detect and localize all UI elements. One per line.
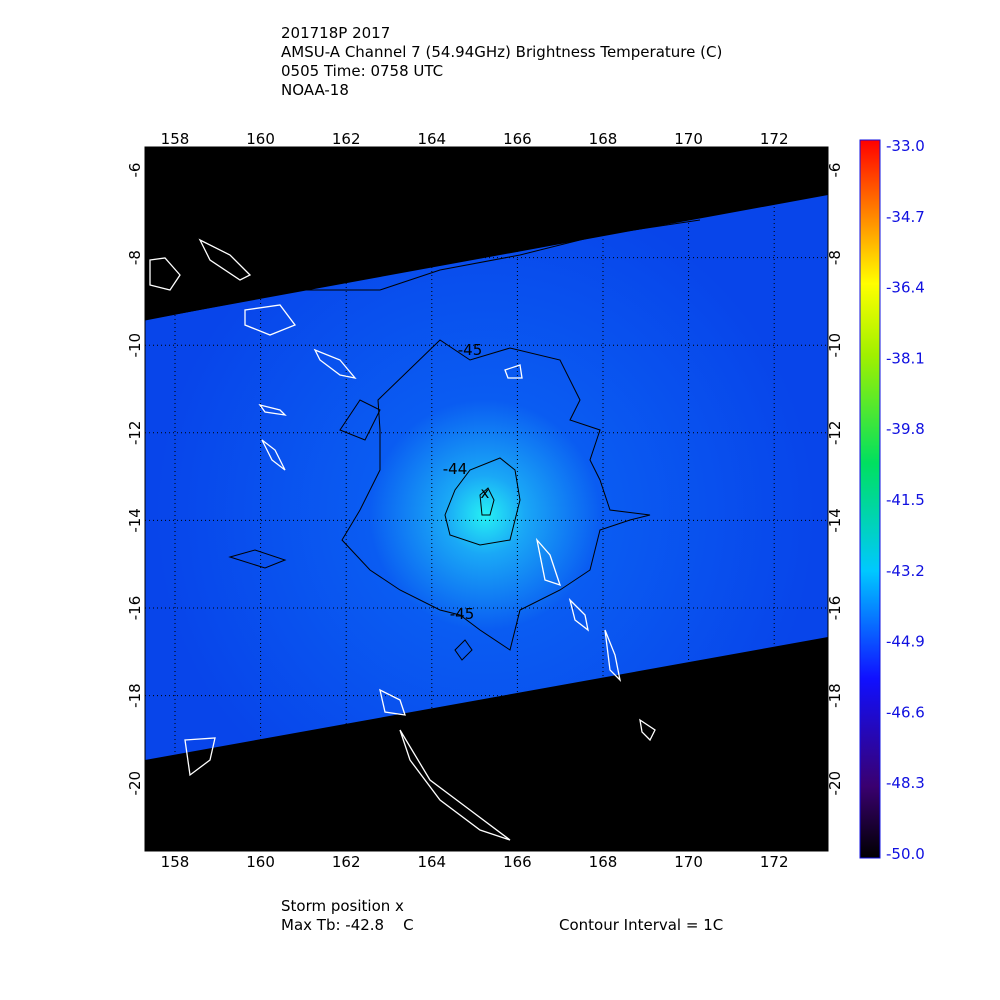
colorbar-label: -46.6	[886, 703, 925, 721]
map-labels: 158 158 160 160 162 162 164 164 166 166 168 168 170 1…	[126, 130, 844, 871]
colorbar-label: -33.0	[886, 137, 925, 155]
lon-label-top: 158	[161, 130, 190, 148]
lat-label-left: -14	[126, 508, 144, 533]
lon-label-top: 172	[760, 130, 789, 148]
colorbar-label: -48.3	[886, 774, 925, 792]
lat-label-right: -14	[826, 508, 844, 533]
contour-interval: Contour Interval = 1C	[559, 916, 723, 934]
lon-label-bottom: 168	[589, 853, 618, 871]
contour-label: -45	[450, 605, 475, 623]
colorbar	[859, 139, 881, 859]
lat-label-right: -18	[826, 683, 844, 708]
lon-label-top: 162	[332, 130, 361, 148]
header-line: AMSU-A Channel 7 (54.94GHz) Brightness T…	[281, 43, 722, 61]
colorbar-labels: -33.0 -34.7 -36.4 -38.1 -39.8 -41.5 -43.2 -44.9…	[886, 137, 925, 863]
lon-label-top: 160	[246, 130, 275, 148]
colorbar-label: -43.2	[886, 562, 925, 580]
lat-label-right: -10	[826, 333, 844, 358]
lon-label-bottom: 162	[332, 853, 361, 871]
header-line: 201718P 2017	[281, 24, 390, 42]
max-tb: Max Tb: -42.8 C	[281, 916, 414, 934]
lon-label-bottom: 164	[417, 853, 446, 871]
lon-label-bottom: 170	[674, 853, 703, 871]
colorbar-label: -39.8	[886, 420, 925, 438]
lon-label-top: 166	[503, 130, 532, 148]
colorbar-label: -44.9	[886, 633, 925, 651]
colorbar-label: -41.5	[886, 491, 925, 509]
lat-label-right: -16	[826, 596, 844, 621]
lon-label-bottom: 158	[161, 853, 190, 871]
data-swath	[145, 195, 828, 760]
storm-marker: x	[481, 484, 490, 502]
lon-label-top: 168	[589, 130, 618, 148]
lon-label-top: 164	[417, 130, 446, 148]
lat-label-left: -8	[126, 250, 144, 265]
lat-label-right: -6	[826, 163, 844, 178]
header-line: 0505 Time: 0758 UTC	[281, 62, 443, 80]
colorbar-label: -36.4	[886, 279, 925, 297]
graticule	[145, 147, 828, 851]
contour-label: -45	[458, 341, 483, 359]
lon-label-bottom: 172	[760, 853, 789, 871]
lon-label-bottom: 166	[503, 853, 532, 871]
lat-label-left: -12	[126, 421, 144, 446]
colorbar-label: -34.7	[886, 208, 925, 226]
lat-label-left: -16	[126, 596, 144, 621]
map-frame	[144, 146, 829, 852]
lat-label-right: -8	[826, 250, 844, 265]
colorbar-label: -50.0	[886, 845, 925, 863]
colorbar-label: -38.1	[886, 349, 925, 367]
coastlines	[149, 238, 656, 841]
lat-label-left: -6	[126, 163, 144, 178]
lat-label-left: -20	[126, 771, 144, 796]
lon-label-top: 170	[674, 130, 703, 148]
contours	[144, 219, 701, 661]
lat-label-right: -20	[826, 771, 844, 796]
lat-label-right: -12	[826, 421, 844, 446]
storm-position: Storm position x	[281, 897, 404, 915]
header-line: NOAA-18	[281, 81, 349, 99]
lat-label-left: -18	[126, 683, 144, 708]
lat-label-left: -10	[126, 333, 144, 358]
contour-label: -44	[443, 460, 468, 478]
lon-label-bottom: 160	[246, 853, 275, 871]
